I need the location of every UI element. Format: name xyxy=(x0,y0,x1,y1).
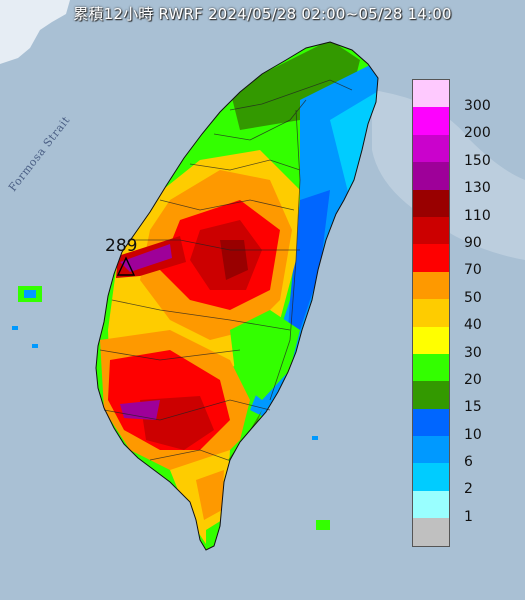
legend-label: 200 xyxy=(464,125,491,142)
taiwan-island xyxy=(95,41,379,551)
max-value-label: 289 xyxy=(105,236,138,256)
legend-labels: 300 200 150 130 110 90 70 50 40 30 20 15 10 6 2 1 xyxy=(464,79,524,525)
legend-label: 50 xyxy=(464,289,482,306)
legend-swatch xyxy=(413,271,449,300)
legend-label: 130 xyxy=(464,180,491,197)
legend-label: 1 xyxy=(464,508,473,525)
legend-label: 70 xyxy=(464,262,482,279)
legend-swatch xyxy=(413,463,449,491)
legend-label: 6 xyxy=(464,454,473,471)
map-title: 累積12小時 RWRF 2024/05/28 02:00~05/28 14:00 xyxy=(73,5,452,23)
legend-label: 90 xyxy=(464,234,482,251)
legend-swatch xyxy=(413,162,449,190)
legend-swatch xyxy=(413,353,449,382)
legend-swatch xyxy=(413,216,449,245)
legend-swatch xyxy=(413,436,449,464)
legend-label: 10 xyxy=(464,426,482,443)
legend-label: 40 xyxy=(464,317,482,334)
legend-swatch xyxy=(413,299,449,327)
legend-swatch xyxy=(413,80,449,108)
legend-label: 150 xyxy=(464,152,491,169)
legend-swatch xyxy=(413,134,449,163)
legend-swatch xyxy=(413,490,449,519)
legend-label: 20 xyxy=(464,371,482,388)
legend-swatch xyxy=(413,518,449,546)
legend-swatch xyxy=(413,408,449,437)
outlying-islands xyxy=(12,286,330,530)
legend-label: 300 xyxy=(464,98,491,114)
legend-label: 110 xyxy=(464,207,491,224)
max-marker-icon xyxy=(116,256,136,276)
legend-colorbar xyxy=(412,79,450,547)
mainland-coast xyxy=(0,0,70,64)
legend-swatch xyxy=(413,244,449,272)
legend-swatch xyxy=(413,326,449,354)
legend-label: 15 xyxy=(464,399,482,416)
legend-label: 2 xyxy=(464,481,473,498)
legend-label: 30 xyxy=(464,344,482,361)
legend-swatch xyxy=(413,107,449,135)
legend-swatch xyxy=(413,381,449,409)
legend-swatch xyxy=(413,189,449,217)
